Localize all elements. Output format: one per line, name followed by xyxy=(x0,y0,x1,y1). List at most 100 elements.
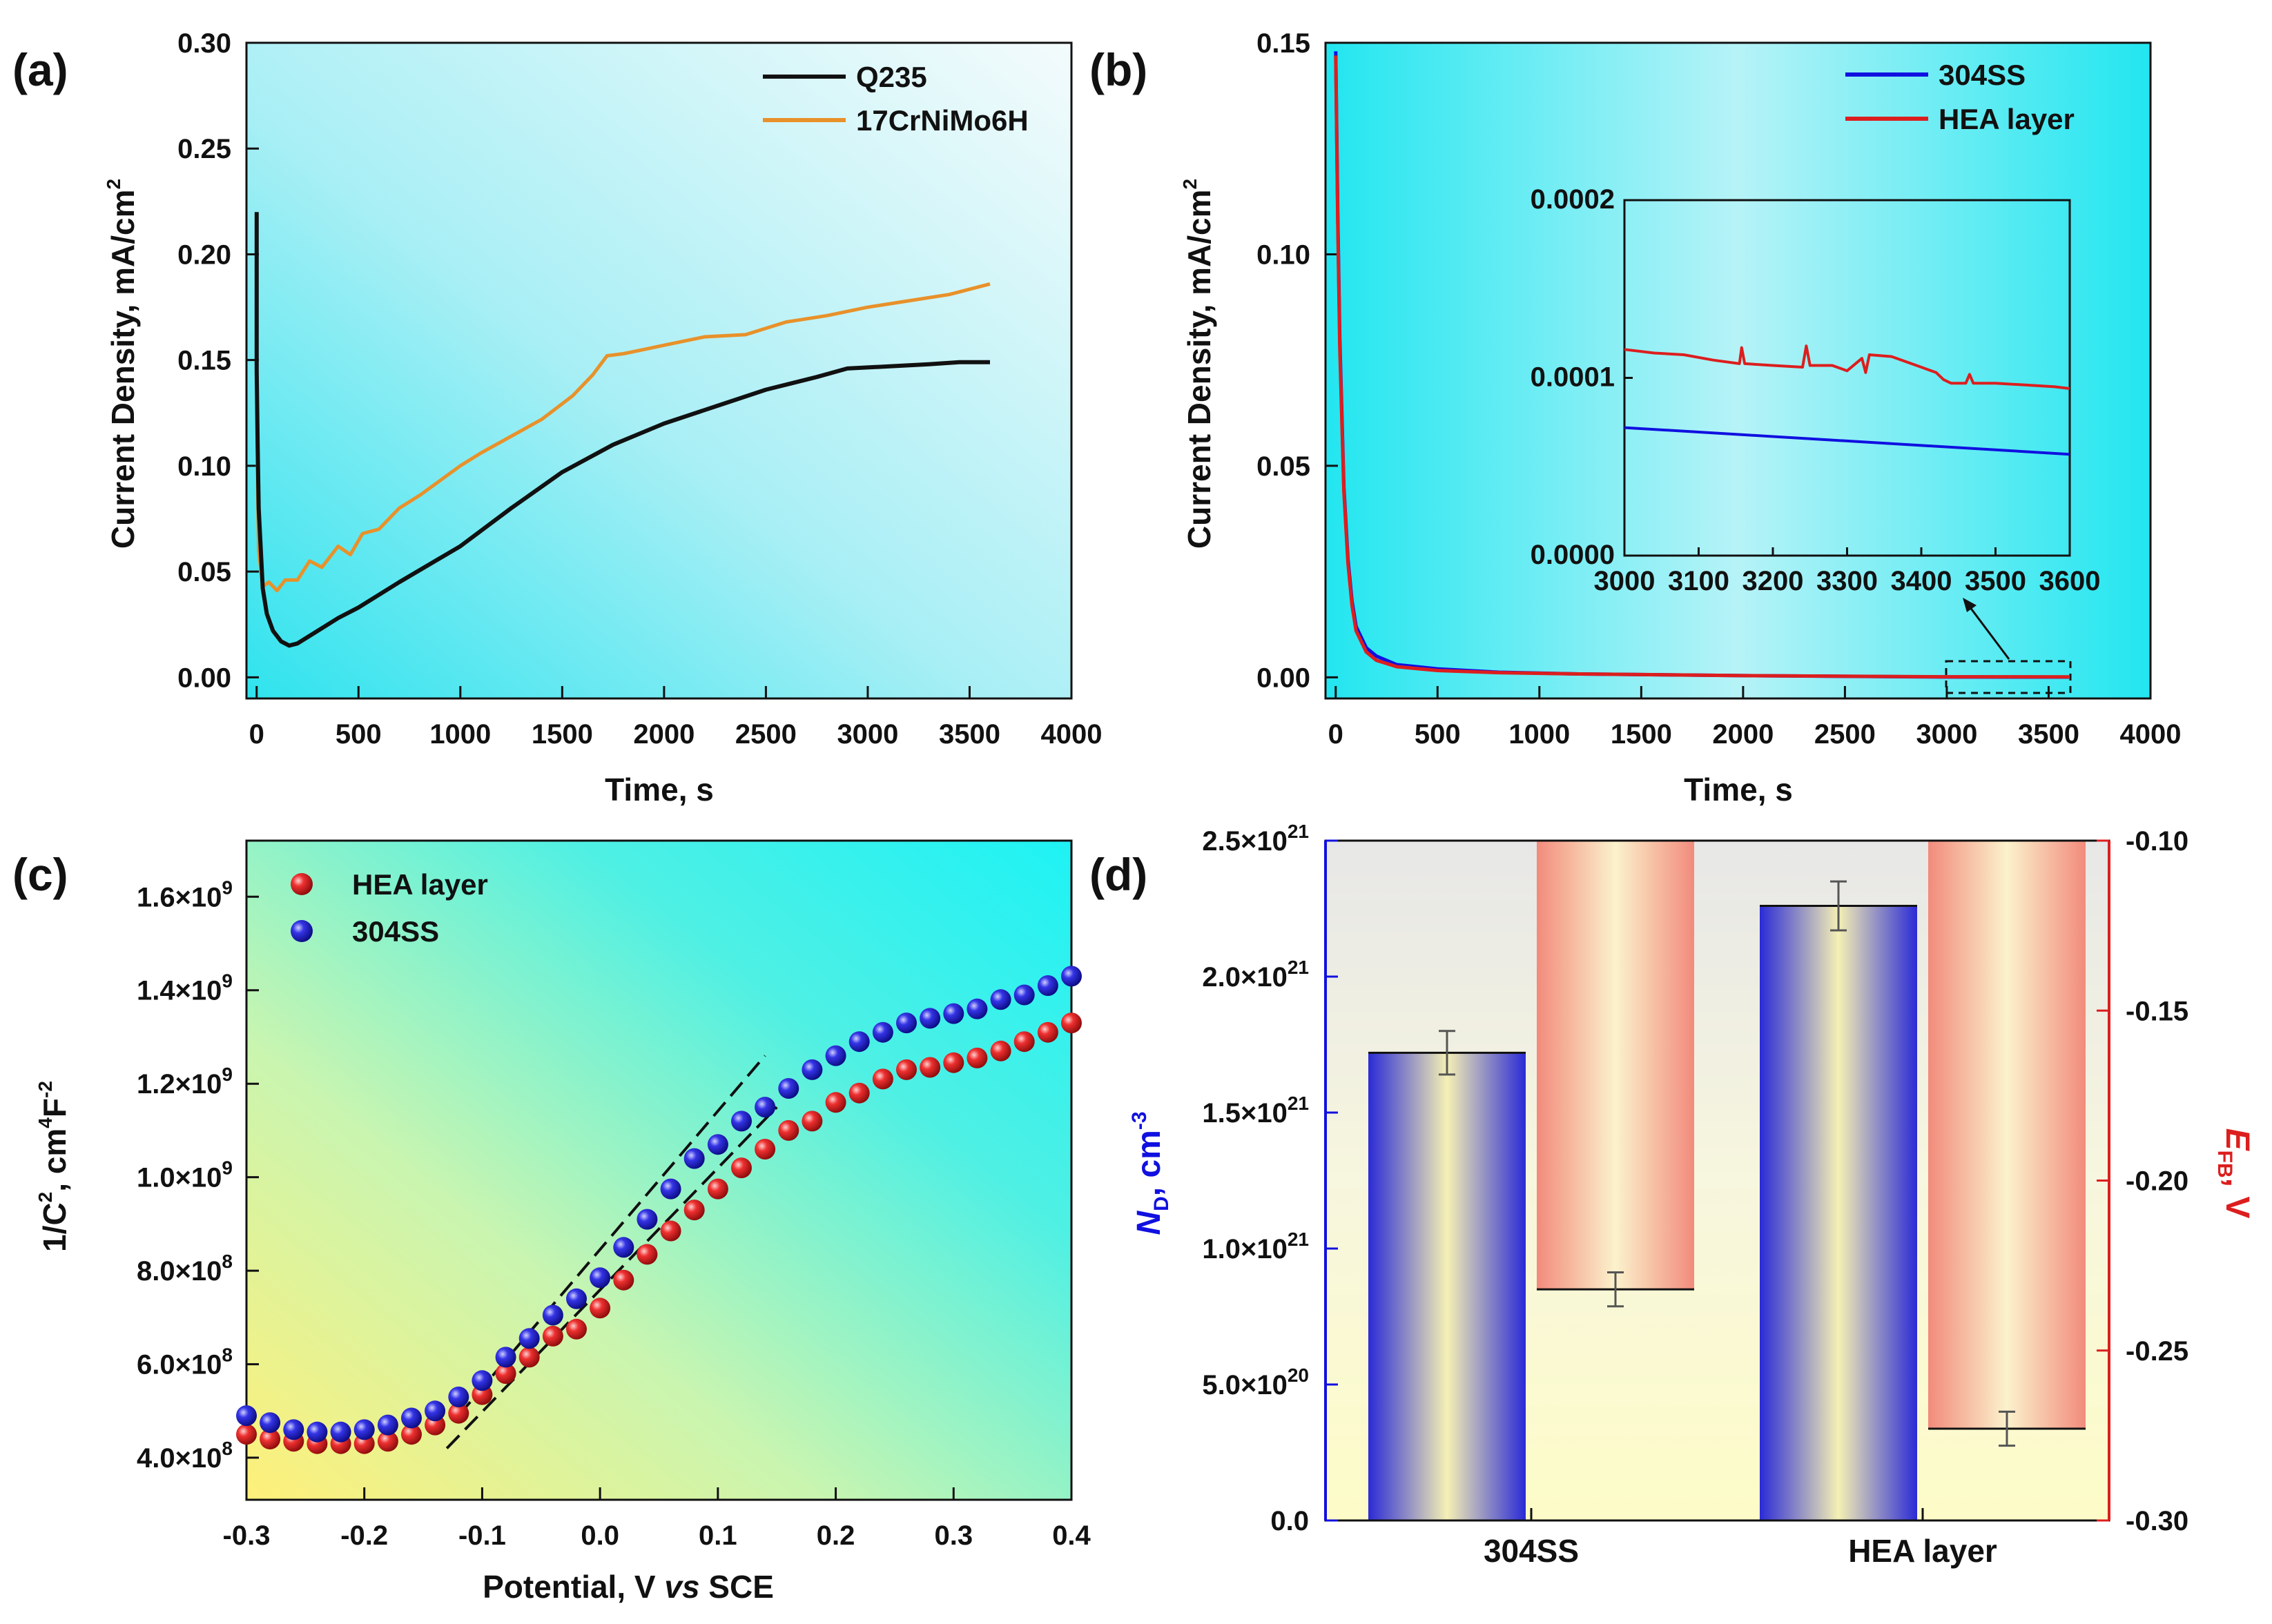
series-304ss-point xyxy=(401,1407,422,1429)
series-304ss-point xyxy=(660,1178,681,1200)
d-left-tick-label-mantissa: 2.0×10 xyxy=(1202,962,1287,992)
panel-c-y-label-sup1: 2 xyxy=(35,1192,56,1203)
c-y-tick-label: 8.0×108 xyxy=(137,1251,233,1287)
series-hea-layer-point xyxy=(990,1040,1011,1062)
series-304ss-point xyxy=(353,1419,375,1440)
c-y-tick-label: 1.6×109 xyxy=(137,877,233,912)
series-304ss-point xyxy=(1061,966,1082,987)
series-hea-layer-point xyxy=(260,1429,281,1449)
legend-label-304ss: 304SS xyxy=(1939,59,2026,91)
panel-b-x-axis-label: Time, s xyxy=(1684,772,1793,808)
panel-b-zoom-arrow xyxy=(1966,603,2010,660)
bar-nd-1 xyxy=(1368,1053,1526,1520)
inset-y-tick-label: 0.0000 xyxy=(1531,540,1615,570)
panel-b-y-axis-label-sup: 2 xyxy=(1179,179,1201,190)
series-304ss-point xyxy=(307,1421,328,1442)
series-304ss-point xyxy=(236,1405,257,1427)
b-x-tick-label: 3500 xyxy=(2018,719,2079,750)
b-x-tick-label: 1000 xyxy=(1508,719,1570,750)
inset-x-tick-label: 3600 xyxy=(2039,566,2101,596)
a-y-tick-label: 0.10 xyxy=(177,451,231,482)
d-left-tick-label: 2.5×1021 xyxy=(1202,821,1309,857)
bar-efb-1 xyxy=(1537,841,1694,1290)
series-hea-layer-point xyxy=(755,1139,776,1160)
legend-label-304ss-c: 304SS xyxy=(352,915,439,948)
series-17crnimo6h-line xyxy=(255,282,991,593)
series-hea-layer-point xyxy=(590,1298,611,1319)
b-x-tick-label: 1500 xyxy=(1611,719,1672,750)
panel-c: (c) -0.3 -0.2 -0.1 0.0 0.1 0.2 0.3 0.44.0×1086.… xyxy=(12,839,1091,1605)
inset-x-tick-label: 3000 xyxy=(1594,566,1656,596)
c-x-tick-label: -0.3 xyxy=(223,1520,271,1551)
series-304ss-point xyxy=(472,1370,493,1391)
b-x-tick-label: 2000 xyxy=(1712,719,1774,750)
c-y-tick-label-mantissa: 1.0×10 xyxy=(137,1163,222,1193)
legend-marker-hea-layer xyxy=(291,873,313,895)
a-x-tick-label: 1500 xyxy=(532,719,593,750)
panel-c-x-label-post: SCE xyxy=(700,1569,774,1605)
a-x-tick-label: 3500 xyxy=(939,719,1000,750)
series-304ss-point xyxy=(283,1419,304,1440)
c-y-tick-label-exponent: 9 xyxy=(222,1064,233,1085)
b-x-tick-label: 0 xyxy=(1328,719,1343,750)
c-x-tick-label: 0.3 xyxy=(934,1520,973,1551)
inset-y-tick-label: 0.0002 xyxy=(1531,184,1615,215)
panel-a-tag: (a) xyxy=(12,44,68,95)
fit-line-1 xyxy=(445,1106,778,1449)
series-304ss-point xyxy=(425,1400,446,1422)
series-304ss-point xyxy=(566,1288,587,1309)
series-304ss-point xyxy=(990,989,1011,1010)
d-left-tick-label-mantissa: 2.5×10 xyxy=(1202,826,1287,857)
d-left-tick-label-exponent: 21 xyxy=(1288,1093,1309,1114)
d-left-tick-label-mantissa: 0.0 xyxy=(1270,1506,1309,1536)
d-category-label: HEA layer xyxy=(1848,1533,1997,1569)
series-304ss-point xyxy=(920,1008,941,1029)
a-x-tick-label: 3000 xyxy=(837,719,898,750)
legend-label-q235: Q235 xyxy=(856,61,927,93)
panel-b-plot-area xyxy=(1324,41,2152,700)
a-x-tick-label: 0 xyxy=(249,719,264,750)
d-right-tick-label: -0.15 xyxy=(2126,996,2188,1026)
d-left-tick-label-exponent: 21 xyxy=(1288,957,1309,978)
d-left-tick-label: 1.0×1021 xyxy=(1202,1229,1309,1264)
panel-d-left-axis-label: ND, cm-3 xyxy=(1128,1111,1173,1235)
series-304ss-point xyxy=(377,1414,398,1436)
panel-b-legend: 304SS HEA layer xyxy=(1845,59,2075,135)
b-y-tick-label: 0.00 xyxy=(1256,663,1310,693)
b-x-tick-label: 4000 xyxy=(2120,719,2182,750)
series-304ss-point xyxy=(1037,975,1058,996)
panel-c-y-label-a: 1/C xyxy=(37,1202,72,1252)
series-304ss-point xyxy=(683,1148,705,1169)
a-x-tick-label: 2500 xyxy=(735,719,797,750)
c-x-tick-label: 0.4 xyxy=(1052,1520,1091,1551)
b-y-tick-label: 0.15 xyxy=(1256,28,1310,59)
series-hea-layer-point xyxy=(778,1119,799,1141)
bar-nd-2 xyxy=(1760,906,1917,1520)
c-x-tick-label: 0.2 xyxy=(817,1520,855,1551)
series-hea-layer-point xyxy=(566,1318,587,1340)
panel-c-y-label-sup3: -2 xyxy=(35,1081,56,1098)
inset-x-tick-label: 3400 xyxy=(1891,566,1952,596)
panel-a-y-axis-label: Current Density, mA/cm2 xyxy=(103,179,141,549)
panel-d-left-label-sub: D xyxy=(1150,1196,1173,1211)
a-x-tick-label: 2000 xyxy=(633,719,695,750)
series-hea-layer-point xyxy=(731,1157,752,1179)
legend-label-17crnimo6h: 17CrNiMo6H xyxy=(856,104,1029,137)
series-hea-layer-point xyxy=(637,1244,658,1265)
c-y-tick-label-exponent: 9 xyxy=(222,970,233,992)
panel-d-left-label-sup: -3 xyxy=(1128,1111,1151,1130)
d-left-tick-label-mantissa: 1.0×10 xyxy=(1202,1234,1287,1264)
panel-c-x-label-italic: vs xyxy=(664,1569,699,1605)
legend-label-hea-layer: HEA layer xyxy=(1939,103,2075,135)
series-hea-layer-point xyxy=(236,1424,257,1445)
d-right-tick-label: -0.30 xyxy=(2126,1506,2188,1536)
c-y-tick-label-exponent: 8 xyxy=(222,1438,233,1459)
panel-d-left-label-n: N xyxy=(1131,1211,1167,1235)
panel-c-y-label-b: , cm xyxy=(37,1128,72,1192)
inset-y-tick-label: 0.0001 xyxy=(1531,362,1615,393)
panel-c-legend: HEA layer 304SS xyxy=(291,868,488,948)
series-304ss-point xyxy=(896,1012,917,1034)
series-304ss-point xyxy=(260,1412,281,1434)
b-x-tick-label: 2500 xyxy=(1814,719,1876,750)
panel-d: (d) 0.05.0×10201.0×10211.5×10212.0×10212… xyxy=(1089,821,2255,1569)
